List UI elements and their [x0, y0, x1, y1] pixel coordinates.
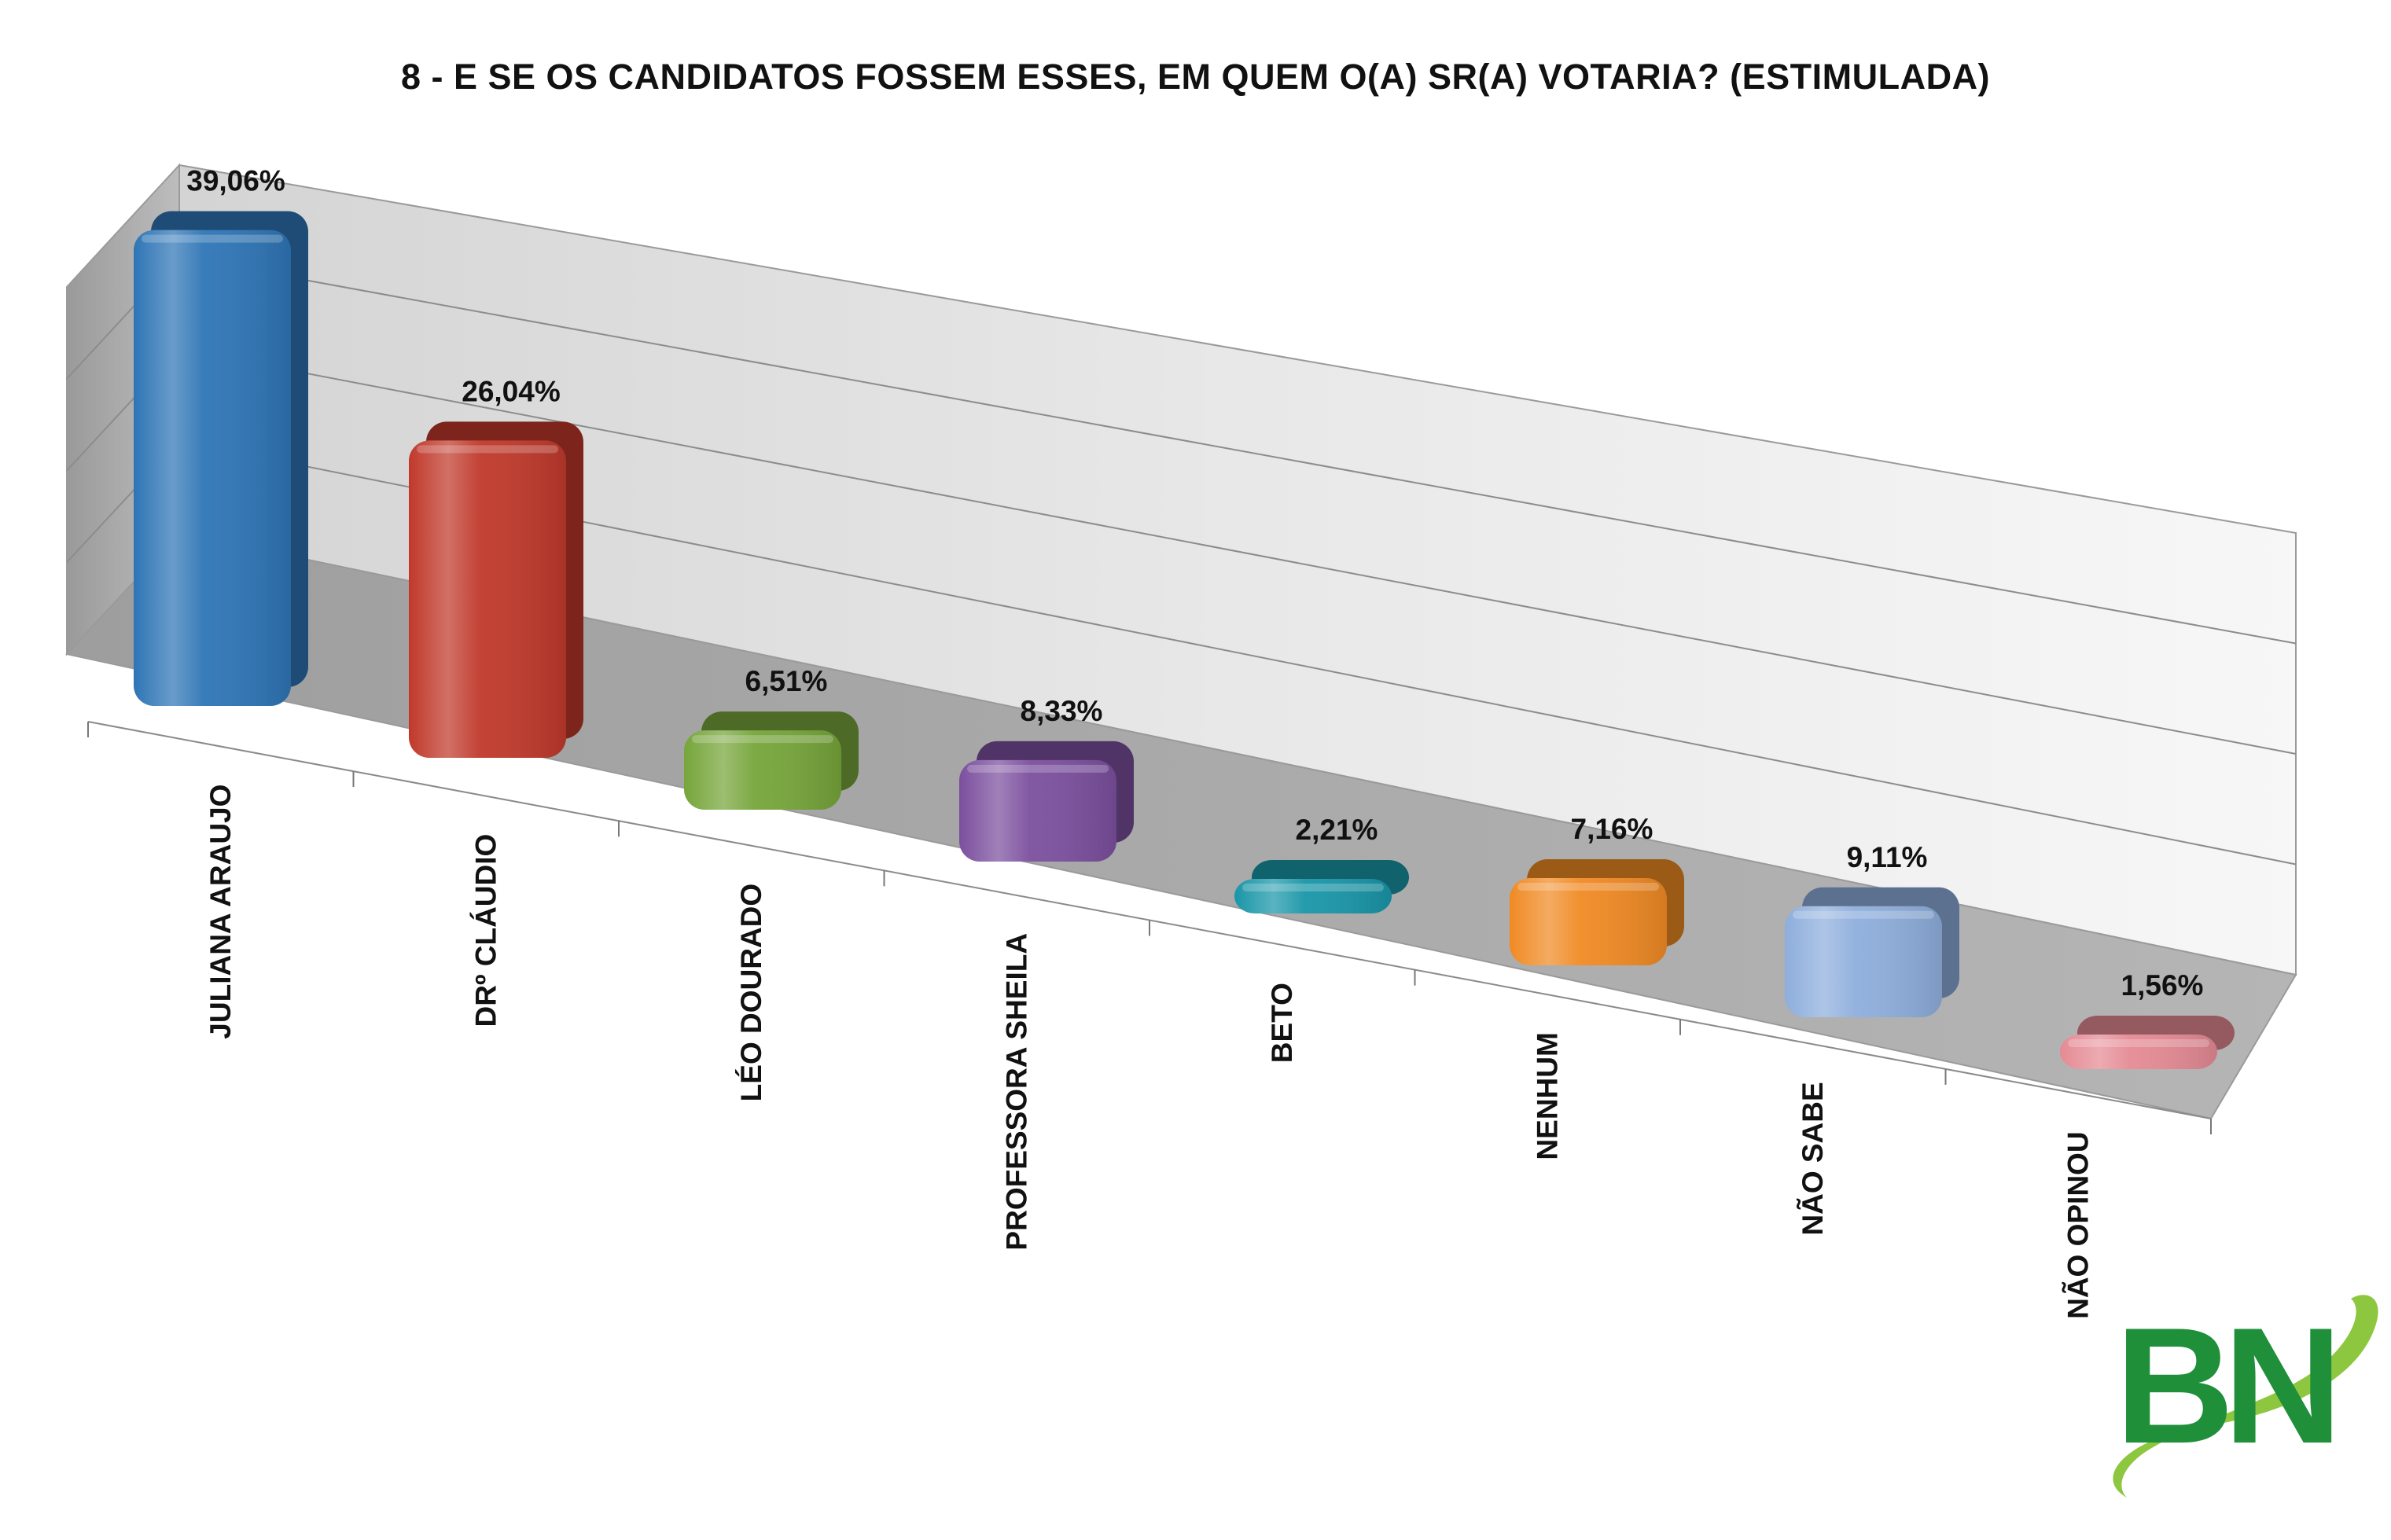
category-label: PROFESSORA SHEILA [1000, 933, 1032, 1251]
bar-shine [1510, 878, 1667, 965]
bar [409, 421, 583, 758]
bn-logo: BN [2113, 1293, 2378, 1498]
bar [1510, 859, 1684, 965]
bar-shine [1785, 906, 1942, 1017]
bar-top-highlight [967, 764, 1109, 773]
category-label: DRº CLÁUDIO [469, 834, 502, 1027]
bar-shine [959, 759, 1116, 862]
grid-line [178, 256, 2297, 645]
bar-shine [134, 230, 291, 706]
bar-top-highlight [692, 735, 833, 744]
bar [1234, 860, 1409, 913]
bars [134, 211, 2235, 1069]
value-label: 39,06% [186, 165, 285, 197]
bar [684, 711, 859, 810]
logo-text: BN [2115, 1293, 2332, 1478]
category-label: NÃO SABE [1796, 1082, 1829, 1235]
value-label: 26,04% [462, 375, 561, 407]
bar-top-highlight [1242, 884, 1384, 891]
category-label: NENHUM [1531, 1032, 1563, 1160]
bar [959, 741, 1134, 862]
x-axis-ticks [87, 722, 2212, 1134]
category-label: NÃO OPINOU [2061, 1131, 2094, 1318]
value-label: 8,33% [1021, 695, 1103, 727]
bar-top-highlight [417, 445, 558, 454]
value-label: 9,11% [1847, 841, 1928, 873]
grid-line [178, 348, 2297, 755]
value-label: 1,56% [2121, 969, 2204, 1002]
bar [1785, 887, 1959, 1017]
category-label: BETO [1266, 983, 1298, 1063]
bar-top-highlight [1793, 910, 1934, 919]
bar-top-highlight [1517, 883, 1659, 891]
value-label: 2,21% [1296, 814, 1378, 846]
bar-shine [409, 440, 566, 758]
bar-shine [2060, 1035, 2217, 1069]
bar [2060, 1016, 2235, 1069]
bar [134, 211, 308, 706]
bar-shine [1234, 879, 1392, 913]
value-label: 7,16% [1571, 813, 1653, 845]
bar-shine [684, 730, 841, 810]
bar-top-highlight [2068, 1039, 2209, 1047]
bar-top-highlight [142, 234, 283, 243]
category-label: JULIANA ARAUJO [204, 785, 237, 1039]
category-label: LÉO DOURADO [735, 884, 767, 1102]
value-label: 6,51% [745, 665, 828, 697]
category-labels: JULIANA ARAUJO DRº CLÁUDIO LÉO DOURADO PROF… [204, 785, 2095, 1319]
chart-title: 8 - E SE OS CANDIDATOS FOSSEM ESSES, EM … [400, 57, 1991, 97]
value-labels: 39,06% 26,04% 6,51% 8,33% 2,21% 7,16% 9,11% 1,5… [186, 165, 2203, 1002]
